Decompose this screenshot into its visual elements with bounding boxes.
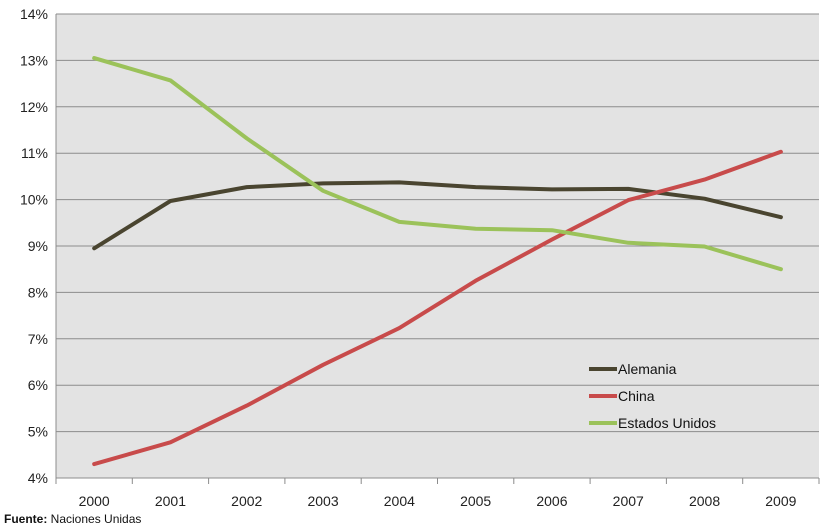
source-footnote: Fuente: Naciones Unidas [4, 512, 141, 526]
y-axis-ticks: 4% 5% 6% 7% 8% 9% 10% 11% 12% 13% 14% [20, 6, 48, 486]
y-tick-label: 9% [28, 238, 48, 254]
footnote-label: Fuente: [4, 512, 48, 526]
x-tick-label: 2006 [536, 493, 567, 509]
x-tick-label: 2005 [460, 493, 491, 509]
series-lines [92, 56, 783, 467]
y-tick-label: 5% [28, 424, 48, 440]
gridlines [56, 13, 819, 433]
x-axis-ticks: 2000 2001 2002 2003 2004 2005 2006 2007 2008 2009 [79, 493, 797, 509]
y-tick-label: 12% [20, 99, 48, 115]
legend-label-estados-unidos: Estados Unidos [618, 415, 716, 431]
line-chart: 4% 5% 6% 7% 8% 9% 10% 11% 12% 13% 14% 2000 2001 2002… [20, 6, 820, 509]
y-tick-label: 14% [20, 6, 48, 22]
x-tick-label: 2003 [307, 493, 338, 509]
footnote-text: Naciones Unidas [47, 512, 142, 526]
axes [55, 14, 820, 484]
y-tick-label: 11% [21, 145, 48, 161]
legend-label-china: China [618, 388, 655, 404]
y-tick-label: 13% [20, 52, 48, 68]
legend: Alemania China Estados Unidos [589, 361, 716, 431]
y-tick-label: 10% [20, 192, 48, 208]
x-tick-label: 2009 [765, 493, 796, 509]
y-tick-label: 6% [28, 377, 48, 393]
x-tick-label: 2004 [384, 493, 415, 509]
series-line-china [92, 149, 783, 467]
x-tick-label: 2008 [689, 493, 720, 509]
x-tick-label: 2002 [231, 493, 262, 509]
y-tick-label: 4% [28, 470, 48, 486]
legend-label-alemania: Alemania [618, 361, 677, 377]
y-tick-label: 8% [28, 284, 48, 300]
x-tick-label: 2007 [613, 493, 644, 509]
y-tick-label: 7% [28, 331, 48, 347]
x-tick-label: 2000 [79, 493, 110, 509]
series-line-estados-unidos [92, 56, 783, 272]
series-line-alemania [92, 180, 783, 251]
x-tick-label: 2001 [155, 493, 186, 509]
